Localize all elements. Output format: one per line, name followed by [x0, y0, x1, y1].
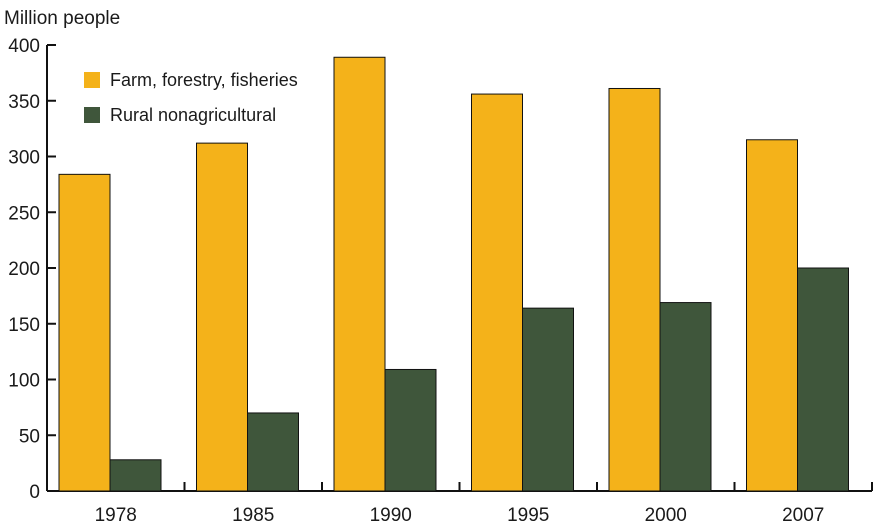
- x-tick-label: 1995: [507, 505, 549, 526]
- x-tick-label: 1985: [232, 505, 274, 526]
- x-axis: 1978 1985 1990 1995 2000 2007: [47, 482, 873, 526]
- y-axis: 0 50 100 150 200 250 300 350 400: [8, 36, 56, 503]
- y-tick-label: 150: [8, 315, 40, 336]
- bar-farm-1978: [58, 173, 111, 492]
- y-tick-label: 300: [8, 148, 40, 169]
- bar-farm-1990: [333, 56, 386, 492]
- y-tick-label: 350: [8, 92, 40, 113]
- y-tick-label: 250: [8, 203, 40, 224]
- x-tick-label: 1978: [95, 505, 137, 526]
- y-tick-label: 0: [29, 482, 40, 503]
- bar-rural-nonag-1995: [522, 307, 574, 492]
- legend-swatch-farm: [84, 72, 100, 88]
- x-tick-label: 2000: [645, 505, 687, 526]
- y-tick-label: 50: [19, 426, 40, 447]
- y-axis-label: Million people: [4, 8, 120, 29]
- bar-farm-2007: [746, 139, 798, 492]
- legend-label-rural-nonag: Rural nonagricultural: [110, 105, 276, 125]
- bar-rural-nonag-2000: [659, 302, 712, 492]
- y-tick-label: 100: [8, 371, 40, 392]
- bars: [58, 56, 849, 492]
- bar-rural-nonag-1985: [247, 412, 299, 492]
- bar-farm-1985: [196, 142, 248, 492]
- bar-rural-nonag-1978: [109, 459, 162, 492]
- y-tick-label: 400: [8, 36, 40, 57]
- legend-label-farm: Farm, forestry, fisheries: [110, 70, 298, 90]
- bar-rural-nonag-2007: [797, 267, 849, 492]
- bar-farm-1995: [471, 93, 523, 492]
- x-tick-label: 1990: [370, 505, 412, 526]
- bar-farm-2000: [608, 87, 661, 492]
- y-tick-label: 200: [8, 259, 40, 280]
- legend-swatch-rural-nonag: [84, 107, 100, 123]
- legend: Farm, forestry, fisheries Rural nonagricu…: [84, 70, 298, 125]
- x-tick-label: 2007: [782, 505, 824, 526]
- bar-rural-nonag-1990: [384, 368, 437, 492]
